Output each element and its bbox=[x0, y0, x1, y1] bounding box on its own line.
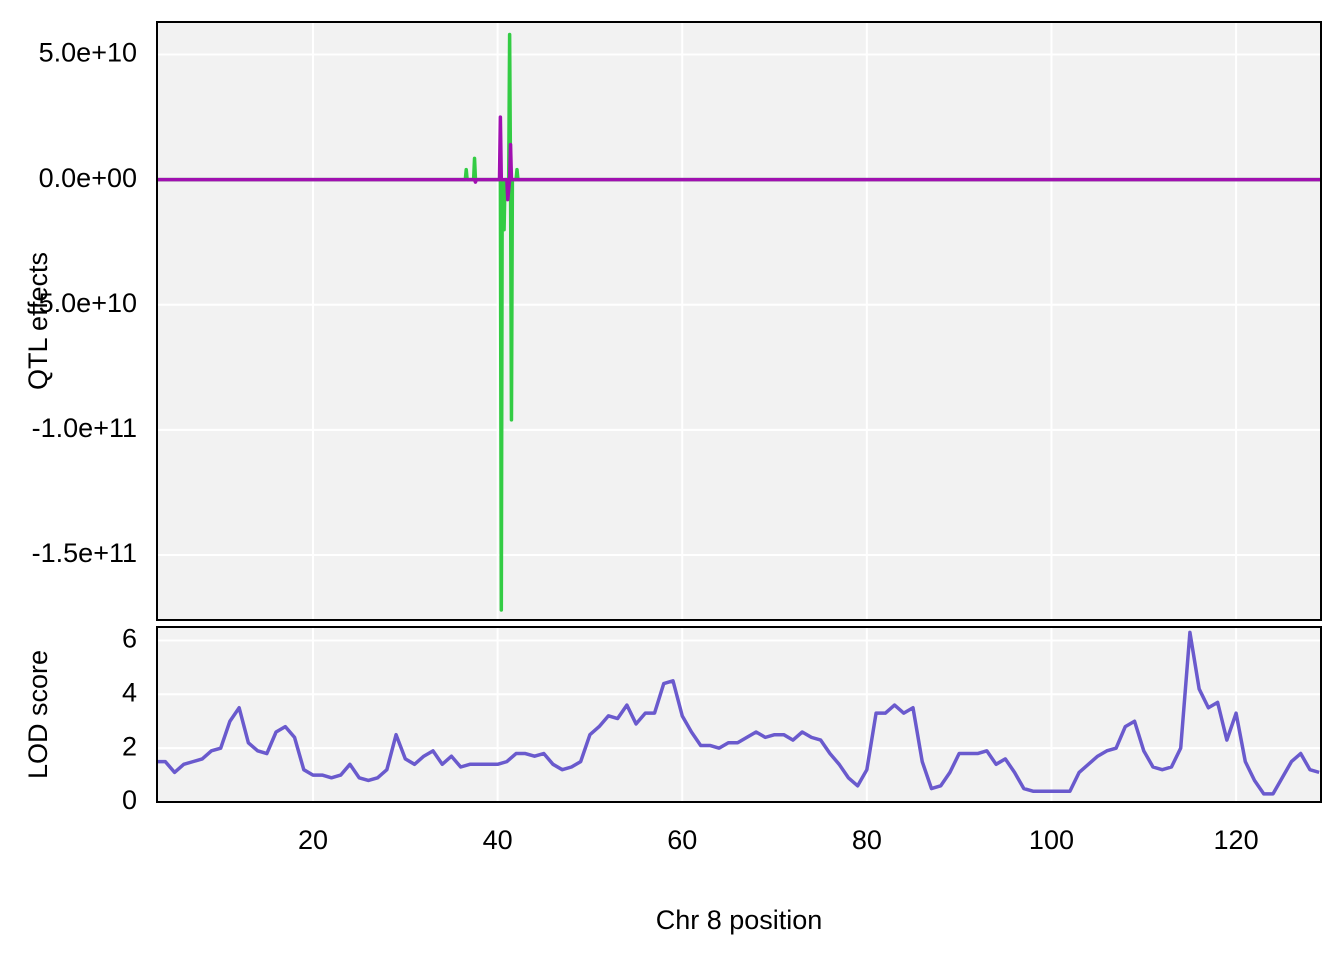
x-tick-label: 20 bbox=[298, 825, 328, 855]
y-tick-label: 2 bbox=[122, 731, 137, 761]
y-tick-label: 5.0e+10 bbox=[39, 38, 137, 68]
y-tick-label: -1.0e+11 bbox=[32, 413, 137, 443]
y-axis-label: QTL effects bbox=[23, 252, 53, 390]
series-line bbox=[157, 630, 1320, 796]
panel-border bbox=[156, 626, 1322, 803]
y-tick-label: 0.0e+00 bbox=[39, 163, 137, 193]
y-tick-label: 6 bbox=[122, 624, 137, 654]
panel-background bbox=[157, 22, 1321, 620]
x-tick-label: 80 bbox=[852, 825, 882, 855]
series-line bbox=[157, 115, 1321, 202]
x-tick-label: 60 bbox=[667, 825, 697, 855]
panel-background bbox=[157, 627, 1321, 802]
y-tick-label: 4 bbox=[122, 677, 137, 707]
x-tick-label: 100 bbox=[1029, 825, 1074, 855]
y-tick-label: -1.5e+11 bbox=[32, 538, 137, 568]
x-axis-label: Chr 8 position bbox=[656, 905, 823, 935]
x-tick-label: 120 bbox=[1214, 825, 1259, 855]
x-tick-label: 40 bbox=[483, 825, 513, 855]
y-tick-label: 0 bbox=[122, 785, 137, 815]
y-tick-label: -5.0e+10 bbox=[30, 288, 137, 318]
panel-border bbox=[156, 21, 1322, 621]
y-axis-label: LOD score bbox=[23, 650, 53, 779]
